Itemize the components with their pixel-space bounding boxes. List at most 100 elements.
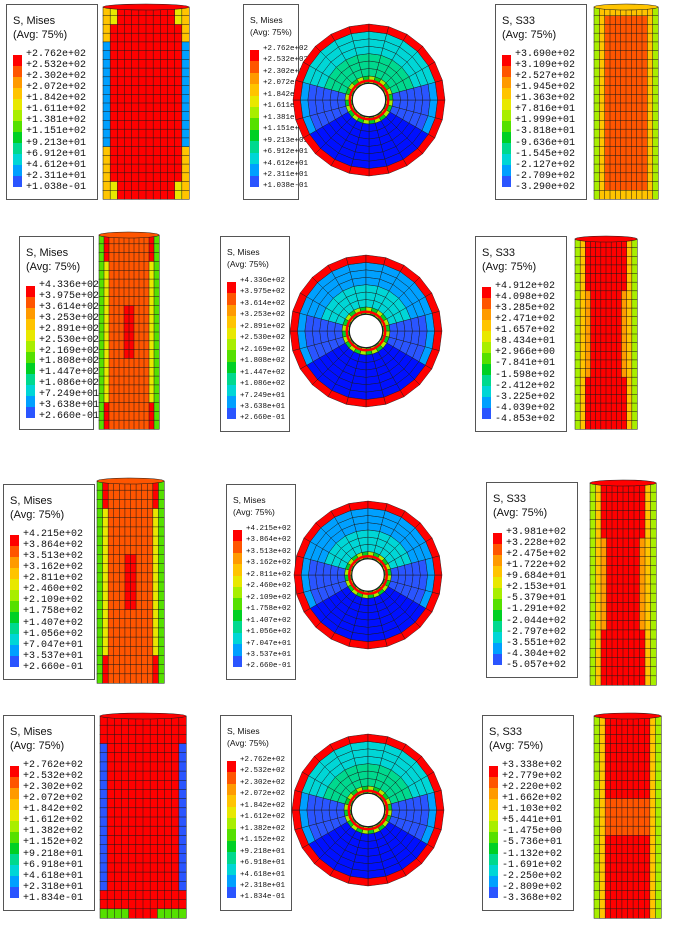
legend-value: +2.072e+02 [23,793,84,805]
mesh-element [628,528,635,539]
mesh-element [638,770,645,781]
mesh-element [610,402,617,413]
legend-value: +2.762e+02 [26,49,87,60]
mesh-element [119,673,126,684]
legend-color-swatch [250,118,259,130]
mesh-element [117,67,126,78]
mesh-element [164,734,173,745]
mesh-element [650,592,657,603]
mesh-element [649,798,656,809]
mesh-element [631,273,638,283]
mesh-element [593,67,600,78]
mesh-element [108,340,115,351]
mesh-element [579,316,586,326]
mesh-element [109,41,118,52]
mesh-element [621,734,629,745]
mesh-element [633,602,641,613]
mesh-element [622,491,630,502]
legend-value: -4.853e+02 [495,413,556,425]
mesh-element [99,816,108,827]
mesh-element [605,264,612,275]
mesh-element [107,646,115,657]
mesh-element [171,825,180,836]
mesh-element [595,394,602,404]
mesh-element [650,556,657,567]
mesh-element [145,59,154,69]
mesh-element [652,120,659,130]
legend-value: +4.098e+02 [495,292,556,304]
mesh-element [145,76,154,87]
mesh-element [625,190,632,200]
mesh-element [164,853,173,864]
mesh-element [121,835,130,846]
legend-value: +1.834e-01 [240,893,286,902]
mesh-element [639,556,646,567]
mesh-element [644,528,652,539]
mesh-element [118,287,125,298]
mesh-element [128,384,135,395]
mesh-element [647,163,654,174]
mesh-element [595,247,602,257]
mesh-element [178,835,187,846]
mesh-element [114,853,123,864]
mesh-element [650,666,657,677]
mesh-element [181,190,190,200]
legend-color-swatch [250,106,259,119]
mesh-element [145,24,154,34]
mesh-element [152,618,159,629]
mesh-element [627,890,634,901]
mesh-element [599,844,606,855]
legend-value: +2.109e+02 [23,595,84,607]
mesh-element [644,908,651,919]
mesh-element [649,724,656,735]
mesh-element [108,261,115,271]
mesh-element [181,120,190,130]
mesh-element [589,565,597,576]
mesh-element [655,881,662,892]
mesh-element [610,761,617,772]
mesh-element [102,102,111,113]
mesh-element [153,367,160,377]
legend-color-swatch [10,776,19,788]
mesh-element [143,393,150,404]
mesh-element [118,322,125,333]
mesh-element [123,402,130,412]
mesh-element [644,565,652,576]
mesh-element [432,555,443,576]
mesh-element [98,331,105,342]
mesh-element [600,648,608,659]
mesh-element [593,146,600,156]
legend-value: +1.611e+02 [263,102,309,111]
mesh-element [609,128,616,139]
legend-value: +9.213e+01 [263,136,309,145]
mesh-element [622,657,630,668]
mesh-element [147,590,154,601]
mesh-element [620,67,627,78]
mesh-element [174,32,183,43]
mesh-element [611,556,619,567]
mesh-element [121,770,130,781]
mesh-element [164,825,173,836]
mesh-element [590,351,597,361]
mesh-element [121,807,130,818]
mesh-element [655,844,662,855]
mesh-element [149,780,158,791]
mesh-element [102,526,109,537]
mesh-element [99,780,108,791]
mesh-element [600,537,608,548]
mesh-element [599,67,606,78]
mesh-element [148,270,155,280]
legend-value: +2.660e-01 [23,661,84,673]
mesh-element [147,655,154,666]
mesh-element [128,314,135,324]
mesh-element [113,419,120,430]
legend-value: +1.407e+02 [23,617,84,629]
mesh-element [574,281,581,292]
mesh-element [638,798,645,809]
mesh-element [149,734,158,745]
legend-color-swatch [227,829,236,841]
mesh-element [141,554,148,565]
mesh-element [153,384,160,395]
legend-color-swatch [250,61,259,73]
legend-color-swatch [227,396,236,408]
